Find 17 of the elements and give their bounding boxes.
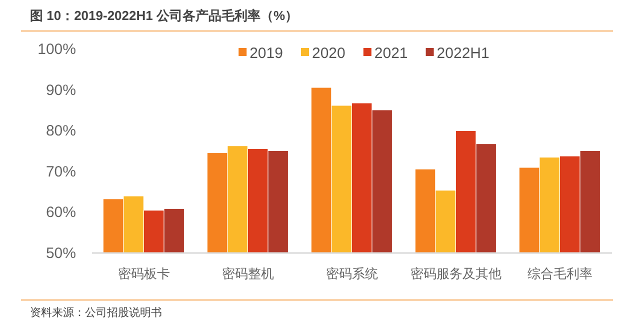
legend-label: 2019: [250, 45, 283, 62]
y-tick-label: 100%: [38, 41, 76, 58]
chart-title: 图 10：2019-2022H1 公司各产品毛利率（%）: [30, 8, 298, 23]
y-tick-label: 70%: [46, 163, 76, 180]
legend-label: 2022H1: [436, 45, 490, 62]
y-tick-label: 60%: [46, 204, 76, 222]
x-tick-label: 综合毛利率: [528, 266, 592, 281]
x-tick-label: 密码系统: [326, 266, 378, 281]
x-tick-label: 密码板卡: [118, 266, 170, 281]
x-tick-label: 密码服务及其他: [410, 266, 502, 281]
legend-label: 2020: [312, 45, 346, 62]
y-tick-label: 90%: [46, 82, 76, 99]
y-tick-label: 50%: [46, 245, 76, 262]
x-tick-label: 密码整机: [222, 266, 274, 281]
y-tick-label: 80%: [46, 122, 76, 140]
legend-label: 2021: [374, 45, 408, 62]
text: 资料来源：公司招股说明书: [30, 306, 162, 319]
